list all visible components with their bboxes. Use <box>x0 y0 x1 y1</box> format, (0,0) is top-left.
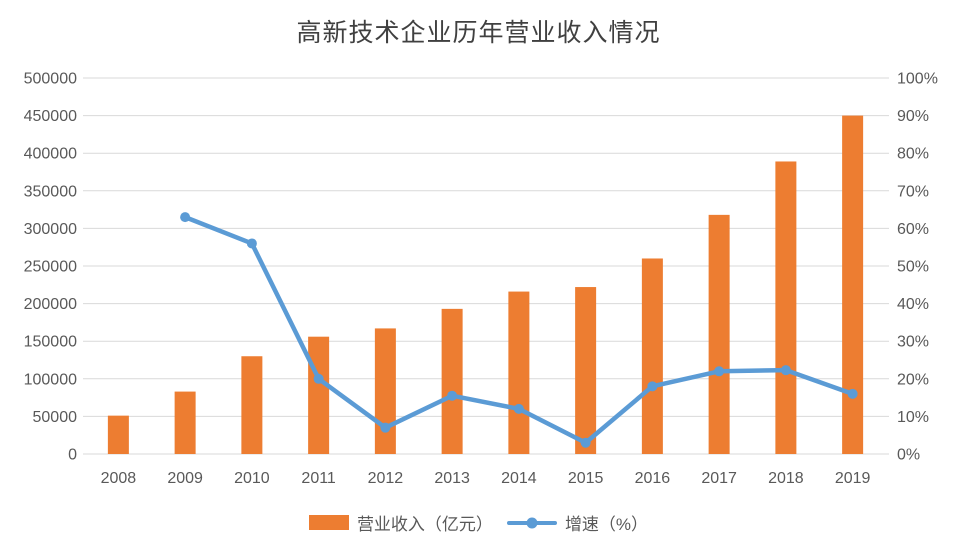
right-axis-tick-label: 0% <box>897 447 920 464</box>
x-axis-tick-label: 2009 <box>167 470 203 487</box>
chart-title: 高新技术企业历年营业收入情况 <box>296 20 661 47</box>
left-axis-tick-label: 150000 <box>24 334 77 351</box>
revenue-bar <box>842 115 864 454</box>
growth-line-marker <box>714 366 725 377</box>
x-axis-tick-label: 2011 <box>301 470 336 487</box>
revenue-bar <box>641 258 663 454</box>
x-axis-tick-label: 2012 <box>368 470 404 487</box>
revenue-bar <box>708 214 730 454</box>
legend-label-growth: 增速（%） <box>564 515 649 534</box>
revenue-bar <box>775 161 797 455</box>
x-axis-tick-label: 2019 <box>835 470 871 487</box>
x-axis-tick-label: 2016 <box>635 470 671 487</box>
right-axis-tick-label: 20% <box>897 371 929 388</box>
growth-line-marker <box>313 373 324 384</box>
left-axis-tick-label: 300000 <box>24 221 77 238</box>
revenue-bar <box>174 391 196 454</box>
right-axis-tick-label: 100% <box>897 71 938 88</box>
left-axis-tick-label: 0 <box>68 447 77 464</box>
right-axis-tick-label: 30% <box>897 334 929 351</box>
revenue-bar <box>441 308 463 454</box>
left-axis-tick-label: 500000 <box>24 71 77 88</box>
growth-line-marker <box>647 381 658 392</box>
growth-line-marker <box>380 422 391 433</box>
revenue-bar <box>508 291 530 454</box>
line-marker-dot-icon <box>526 517 538 528</box>
growth-line-marker <box>580 437 591 448</box>
legend-item-revenue: 营业收入（亿元） <box>308 510 493 535</box>
left-axis-tick-label: 450000 <box>24 108 77 125</box>
x-axis-tick-label: 2014 <box>501 470 537 487</box>
legend-item-growth: 增速（%） <box>506 510 649 535</box>
growth-line-marker <box>513 403 524 414</box>
growth-line-marker <box>780 365 791 376</box>
x-axis-tick-label: 2017 <box>701 470 737 487</box>
left-axis-tick-label: 50000 <box>33 409 78 426</box>
legend-label-revenue: 营业收入（亿元） <box>356 515 493 534</box>
x-axis-tick-label: 2010 <box>234 470 270 487</box>
growth-line-marker <box>847 388 858 399</box>
growth-line-marker <box>246 238 257 249</box>
revenue-bar <box>241 356 263 454</box>
x-axis-tick-label: 2015 <box>568 470 604 487</box>
x-axis-tick-label: 2008 <box>101 470 137 487</box>
left-axis-tick-label: 350000 <box>24 183 77 200</box>
growth-line-marker <box>180 212 191 223</box>
x-axis-tick-label: 2018 <box>768 470 804 487</box>
left-axis-tick-label: 200000 <box>24 296 77 313</box>
revenue-bar <box>374 328 396 454</box>
right-axis-tick-label: 60% <box>897 221 929 238</box>
right-axis-tick-label: 80% <box>897 146 929 163</box>
revenue-bar <box>308 336 330 454</box>
growth-line-marker <box>447 390 458 401</box>
right-axis-tick-label: 90% <box>897 108 929 125</box>
right-axis-tick-label: 50% <box>897 259 929 276</box>
revenue-bar <box>107 415 129 454</box>
right-axis-tick-label: 70% <box>897 183 929 200</box>
right-axis-tick-label: 10% <box>897 409 929 426</box>
left-axis-tick-label: 250000 <box>24 259 77 276</box>
left-axis-tick-label: 400000 <box>24 146 77 163</box>
legend: 营业收入（亿元） 增速（%） <box>0 510 957 535</box>
left-axis-tick-label: 100000 <box>24 371 77 388</box>
right-axis-tick-label: 40% <box>897 296 929 313</box>
bar-series-swatch-icon <box>308 515 349 530</box>
x-axis-tick-label: 2013 <box>434 470 470 487</box>
line-series-swatch-icon <box>506 517 557 528</box>
revenue-bar <box>575 287 597 454</box>
